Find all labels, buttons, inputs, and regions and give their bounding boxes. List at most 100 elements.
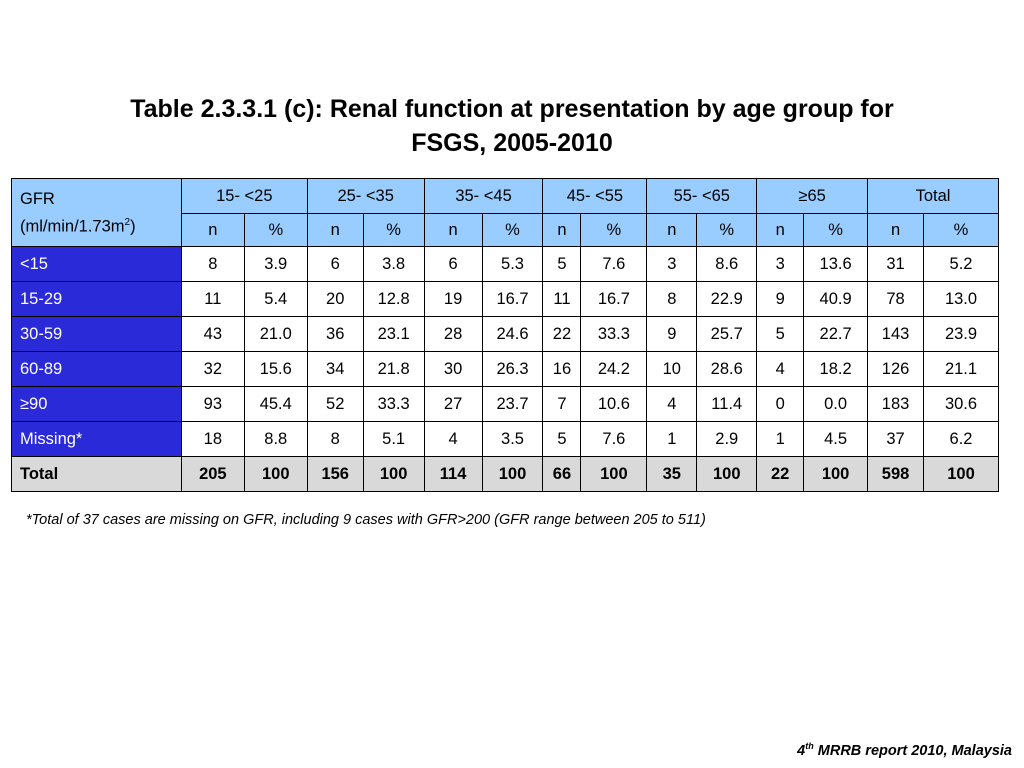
percent-cell: 2.9 — [696, 421, 758, 457]
percent-cell: 33.3 — [362, 386, 425, 422]
count-cell: 16 — [542, 351, 582, 387]
n-header: n — [756, 213, 805, 247]
count-cell: 8 — [646, 281, 698, 317]
count-cell: 8 — [306, 421, 364, 457]
percent-cell: 100 — [243, 456, 308, 492]
age-group-header: 45- <55 — [542, 178, 648, 214]
percent-cell: 21.0 — [243, 316, 308, 352]
count-cell: 114 — [423, 456, 483, 492]
count-cell: 11 — [542, 281, 582, 317]
count-cell: 4 — [756, 351, 805, 387]
gfr-row-label: ≥90 — [11, 386, 182, 422]
count-cell: 28 — [423, 316, 483, 352]
count-cell: 20 — [306, 281, 364, 317]
count-cell: 183 — [867, 386, 924, 422]
percent-cell: 100 — [803, 456, 869, 492]
title-line-1: Table 2.3.3.1 (c): Renal function at pre… — [130, 95, 894, 123]
table-row: 30-59 43 21.0 36 23.1 28 24.6 22 33.3 9 25.7 5 22.7 1… — [11, 316, 999, 352]
count-cell: 30 — [423, 351, 483, 387]
count-cell: 6 — [423, 246, 483, 282]
percent-cell: 21.8 — [362, 351, 425, 387]
count-cell: 10 — [646, 351, 698, 387]
percent-cell: 5.1 — [362, 421, 425, 457]
n-header: n — [423, 213, 483, 247]
count-cell: 156 — [306, 456, 364, 492]
total-row-label: Total — [11, 456, 182, 492]
percent-cell: 3.8 — [362, 246, 425, 282]
n-header: n — [867, 213, 924, 247]
count-cell: 9 — [646, 316, 698, 352]
count-cell: 9 — [756, 281, 805, 317]
footnote: *Total of 37 cases are missing on GFR, i… — [26, 512, 706, 528]
percent-cell: 7.6 — [580, 246, 648, 282]
count-cell: 35 — [646, 456, 698, 492]
count-cell: 4 — [423, 421, 483, 457]
table-row: <15 8 3.9 6 3.8 6 5.3 5 7.6 3 8.6 3 13.6 31 5.2 — [11, 246, 999, 282]
n-header: n — [542, 213, 582, 247]
percent-cell: 23.7 — [481, 386, 544, 422]
count-cell: 8 — [180, 246, 245, 282]
percent-cell: 15.6 — [243, 351, 308, 387]
percent-cell: 5.2 — [923, 246, 999, 282]
gfr-header-line-2: (ml/min/1.73m2) — [20, 216, 136, 236]
gfr-table: GFR (ml/min/1.73m2) 15- <25 25- <35 35- … — [11, 178, 999, 492]
percent-cell: 100 — [696, 456, 758, 492]
percent-header: % — [580, 213, 648, 247]
count-cell: 27 — [423, 386, 483, 422]
count-cell: 18 — [180, 421, 245, 457]
count-cell: 3 — [646, 246, 698, 282]
table-row: 60-89 32 15.6 34 21.8 30 26.3 16 24.2 10 28.6 4 18.2… — [11, 351, 999, 387]
percent-cell: 16.7 — [481, 281, 544, 317]
percent-cell: 33.3 — [580, 316, 648, 352]
gfr-column-header: GFR (ml/min/1.73m2) — [11, 178, 182, 247]
percent-cell: 8.8 — [243, 421, 308, 457]
count-cell: 6 — [306, 246, 364, 282]
n-header: n — [180, 213, 245, 247]
count-cell: 3 — [756, 246, 805, 282]
percent-cell: 22.7 — [803, 316, 869, 352]
count-cell: 43 — [180, 316, 245, 352]
percent-header: % — [923, 213, 999, 247]
count-cell: 1 — [646, 421, 698, 457]
percent-cell: 5.4 — [243, 281, 308, 317]
table-row: 15-29 11 5.4 20 12.8 19 16.7 11 16.7 8 22.9 9 40.9 78… — [11, 281, 999, 317]
age-group-header: 55- <65 — [646, 178, 758, 214]
percent-cell: 22.9 — [696, 281, 758, 317]
age-group-header: 35- <45 — [423, 178, 544, 214]
percent-cell: 16.7 — [580, 281, 648, 317]
gfr-row-label: Missing* — [11, 421, 182, 457]
percent-header: % — [243, 213, 308, 247]
count-cell: 37 — [867, 421, 924, 457]
n-header: n — [646, 213, 698, 247]
percent-cell: 100 — [580, 456, 648, 492]
percent-cell: 100 — [923, 456, 999, 492]
percent-cell: 28.6 — [696, 351, 758, 387]
table-row: ≥90 93 45.4 52 33.3 27 23.7 7 10.6 4 11.4 0 0.0 183 30… — [11, 386, 999, 422]
count-cell: 66 — [542, 456, 582, 492]
percent-cell: 3.9 — [243, 246, 308, 282]
percent-cell: 100 — [481, 456, 544, 492]
title-line-2: FSGS, 2005-2010 — [411, 129, 613, 157]
percent-cell: 23.1 — [362, 316, 425, 352]
count-cell: 22 — [756, 456, 805, 492]
count-cell: 36 — [306, 316, 364, 352]
percent-cell: 8.6 — [696, 246, 758, 282]
count-cell: 5 — [542, 246, 582, 282]
count-cell: 78 — [867, 281, 924, 317]
percent-cell: 12.8 — [362, 281, 425, 317]
count-cell: 19 — [423, 281, 483, 317]
percent-cell: 100 — [362, 456, 425, 492]
age-group-header: ≥65 — [756, 178, 869, 214]
percent-cell: 30.6 — [923, 386, 999, 422]
table-row: Missing* 18 8.8 8 5.1 4 3.5 5 7.6 1 2.9 1 4.5 37 6.2 — [11, 421, 999, 457]
age-group-header: 25- <35 — [306, 178, 425, 214]
table-title: Table 2.3.3.1 (c): Renal function at pre… — [0, 92, 1024, 160]
count-cell: 34 — [306, 351, 364, 387]
count-cell: 5 — [756, 316, 805, 352]
percent-cell: 45.4 — [243, 386, 308, 422]
percent-cell: 13.0 — [923, 281, 999, 317]
count-cell: 143 — [867, 316, 924, 352]
percent-cell: 13.6 — [803, 246, 869, 282]
percent-cell: 11.4 — [696, 386, 758, 422]
percent-cell: 24.2 — [580, 351, 648, 387]
